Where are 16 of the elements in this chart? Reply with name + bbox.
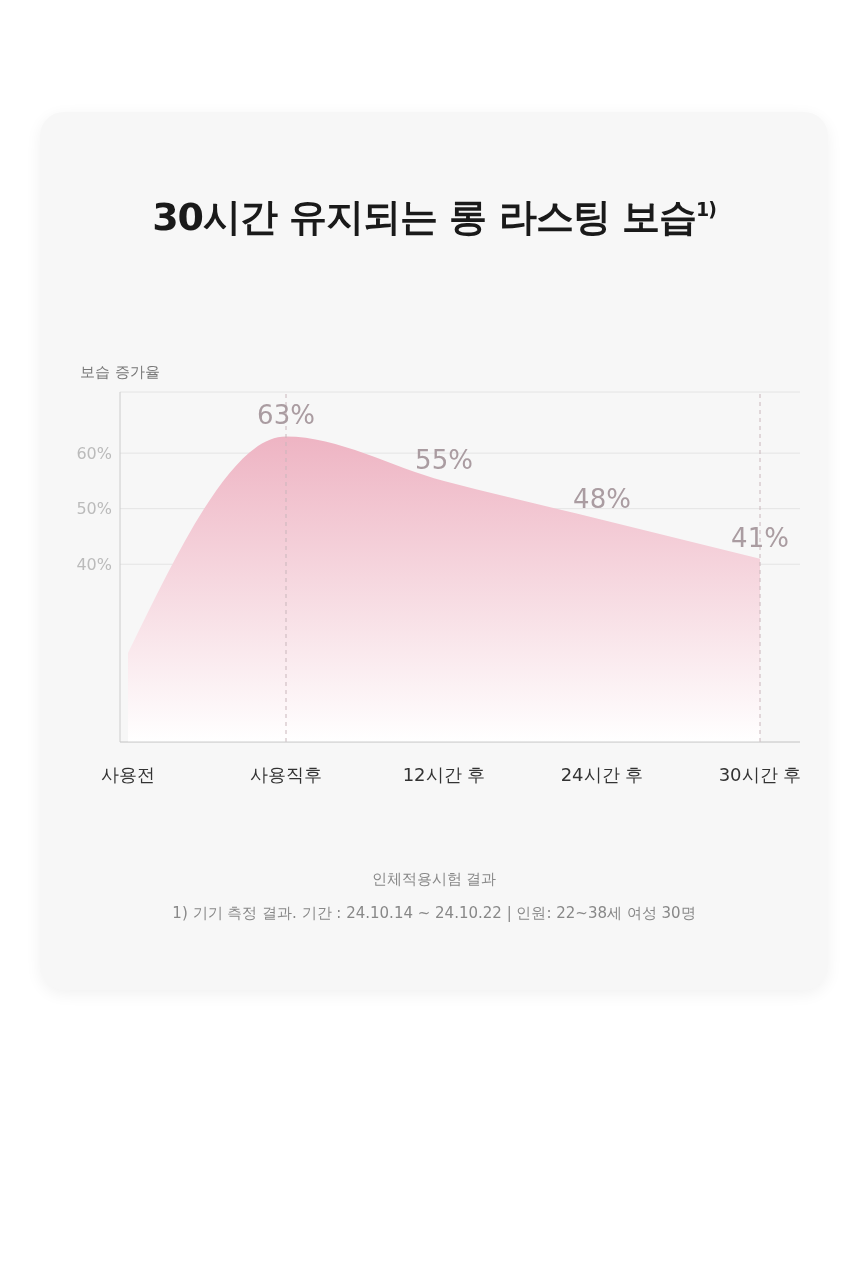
x-tick-label: 30시간 후	[718, 763, 802, 785]
data-label: 55%	[415, 444, 473, 475]
x-tick-label: 사용직후	[250, 763, 322, 785]
data-label: 41%	[731, 522, 789, 553]
text: 인체적용시험 결과	[370, 869, 498, 890]
chart-title: 30시간 유지되는 롱 라스팅 보습$^{1)}$	[151, 194, 717, 241]
data-label: 63%	[257, 400, 315, 431]
x-tick-label: 사용전	[101, 763, 155, 785]
y-axis-title: 보습 증가율	[80, 363, 161, 382]
data-label: 48%	[573, 483, 631, 514]
x-tick-label: 12시간 후	[402, 763, 486, 785]
y-tick-label: 50%	[76, 499, 112, 519]
text: 1) 기기 측정 결과. 기간 : 24.10.14 ~ 24.10.22 | 인원: 22~38세 여성 30명	[171, 903, 697, 924]
y-tick-label: 60%	[76, 443, 112, 463]
x-tick-label: 24시간 후	[560, 763, 644, 785]
y-tick-label: 40%	[76, 554, 112, 574]
